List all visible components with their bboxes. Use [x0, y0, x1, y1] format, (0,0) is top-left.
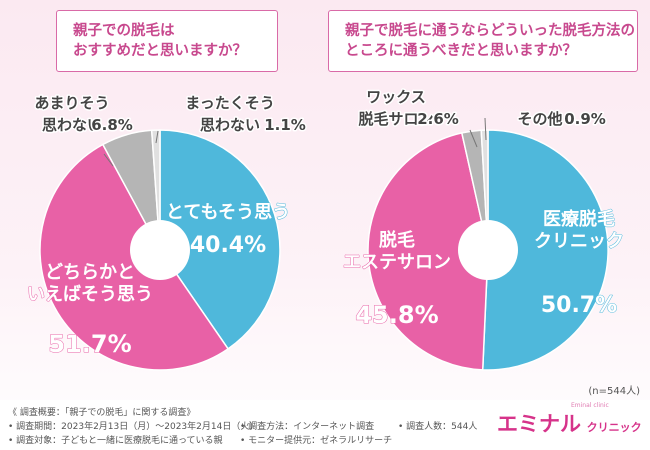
question-box-left: 親子での脱毛は おすすめだと思いますか？	[56, 10, 278, 72]
pie1-center-hole	[130, 220, 190, 280]
pie2-slice-4	[480, 129, 489, 251]
pie1-slice-2-label: いえばそう思う	[27, 284, 153, 305]
question-left-line2: おすすめだと思いますか？	[73, 43, 247, 59]
pie1-slice-1	[159, 129, 281, 350]
pie2-slice-4-leader	[484, 117, 487, 141]
pie2-slice-3-label: ワックス	[366, 88, 426, 106]
question-box-right: 親子で脱毛に通うならどういった脱毛方法の ところに通うべきだと思いますか？	[328, 10, 638, 72]
question-left-line1: 親子での脱毛は	[73, 23, 175, 39]
pie1-slice-1-value: 40.4%	[190, 233, 266, 258]
brand-clinic: クリニック	[586, 421, 642, 434]
survey-period: • 調査期間：2023年2月13日（月）～2023年2月14日（火）	[8, 422, 259, 432]
pie1-slice-4-value: 1.1%	[264, 116, 306, 134]
pie2-slice-1-label: クリニック	[534, 231, 624, 252]
pie2-slice-3-value: 2.6%	[417, 110, 459, 128]
pie2-slice-4-label: その他	[517, 110, 562, 128]
brand-tagline: Eminal clinic	[571, 402, 609, 409]
pie1-slice-2-label: どちらかと	[45, 262, 135, 283]
pie1-slice-3-leader	[103, 153, 114, 167]
pie1-slice-4	[150, 129, 161, 251]
brand-name: エミナル	[497, 412, 581, 436]
pie-charts: とてもそう思う40.4%どちらかといえばそう思う51.7%あまりそう思わない6.…	[27, 87, 641, 398]
pie2-slice-1	[481, 129, 609, 371]
survey-target: • 調査対象：子どもと一緒に医療脱毛に通っている親	[8, 436, 223, 446]
pie2-slice-3-label: 脱毛サロン	[358, 110, 433, 128]
question-right-line1: 親子で脱毛に通うならどういった脱毛方法の	[345, 23, 635, 39]
pie2-slice-3-leader	[469, 129, 478, 148]
survey-provider: • モニター提供元：ゼネラルリサーチ	[240, 436, 393, 446]
pie1-slice-4-label: まったくそう	[185, 94, 274, 112]
survey-method: • 調査方法：インターネット調査	[240, 422, 375, 432]
pie2-slice-4-value: 0.9%	[564, 110, 606, 128]
pie1-slice-4-leader	[155, 130, 159, 144]
brand-logo: エミナル クリニック Eminal clinic	[497, 402, 642, 438]
pie1-slice-4-label: 思わない	[200, 116, 260, 134]
sample-size-note: (n=544人)	[588, 385, 640, 397]
pie2-slice-1-label: 医療脱毛	[543, 208, 615, 230]
question-right-line2: ところに通うべきだと思いますか？	[345, 43, 577, 59]
pie2-slice-2-label: 脱毛	[379, 229, 415, 251]
pie2-center-hole	[458, 220, 518, 280]
pie1-slice-3-label: 思わない	[42, 116, 102, 134]
pie2-slice-2	[367, 131, 489, 371]
survey-footer: 《 調査概要：「親子での脱毛」に関する調査》 • 調査期間：2023年2月13日…	[0, 400, 650, 450]
survey-title: 《 調査概要：「親子での脱毛」に関する調査》	[8, 408, 196, 418]
pie1-slice-3-value: 6.8%	[91, 116, 133, 134]
pie2-slice-1-value: 50.7%	[541, 293, 617, 318]
pie2-slice-2-value: 45.8%	[355, 301, 438, 329]
pie2-slice-2-label: エステサロン	[343, 252, 451, 273]
pie1-slice-3-label: あまりそう	[34, 94, 109, 112]
pie1-slice-1-label: とてもそう思う	[166, 202, 290, 223]
survey-count: • 調査人数：544人	[398, 422, 478, 432]
pie1-slice-2-value: 51.7%	[48, 330, 131, 358]
